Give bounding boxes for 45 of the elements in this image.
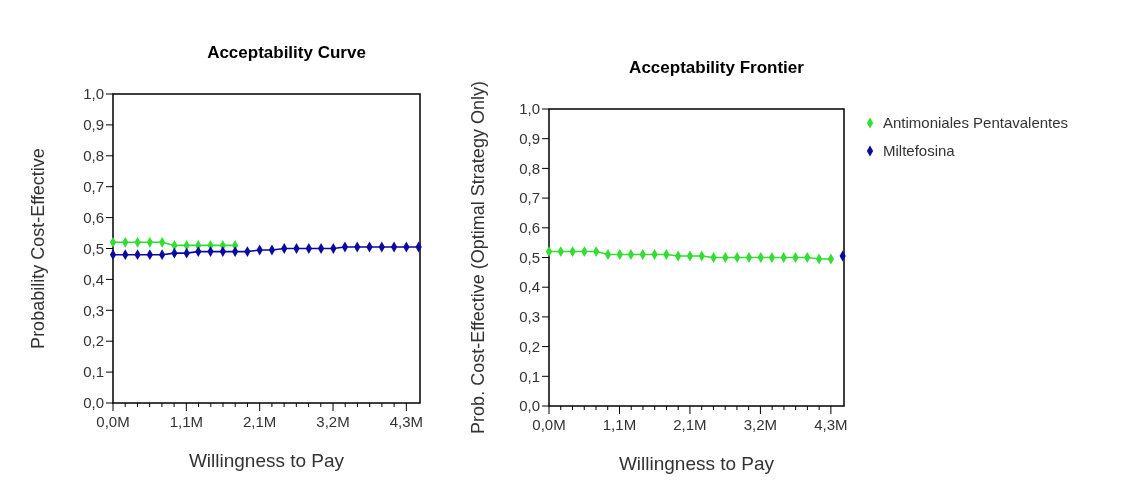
y-tick-label: 0,9 <box>519 129 540 147</box>
chart-title: Acceptability Frontier <box>629 58 805 77</box>
y-tick-label: 0,4 <box>83 270 104 288</box>
y-tick-label: 0,0 <box>519 397 540 415</box>
x-tick-label: 1,1M <box>602 416 637 433</box>
y-axis-title: Prob. Cost-Effective (Optimal Strategy Only) <box>468 81 489 434</box>
y-tick-label: 0,2 <box>519 337 540 355</box>
y-tick-label: 0,1 <box>519 367 540 385</box>
y-axis-title: Probability Cost-Effective <box>28 148 49 349</box>
point <box>545 246 553 257</box>
x-tick-label: 4,3M <box>389 413 424 430</box>
y-tick-label: 0,2 <box>83 332 104 350</box>
x-tick-label: 4,3M <box>814 416 848 433</box>
x-tick-label: 3,2M <box>743 416 778 433</box>
y-tick-label: 0,0 <box>83 394 104 412</box>
y-tick-label: 0,5 <box>519 248 540 266</box>
point <box>768 252 776 263</box>
chart-title: Acceptability Curve <box>207 43 366 62</box>
y-tick-label: 0,4 <box>519 278 540 296</box>
y-tick-label: 0,1 <box>83 363 104 381</box>
y-tick-label: 0,7 <box>83 177 104 195</box>
x-axis-title: Willingness to Pay <box>188 450 345 471</box>
point <box>627 249 635 260</box>
x-tick-label: 3,2M <box>316 413 350 430</box>
legend-label: Antimoniales Pentavalentes <box>883 114 1069 132</box>
y-tick-label: 0,5 <box>83 239 104 257</box>
x-tick-label: 2,1M <box>673 416 707 433</box>
x-axis-title: Willingness to Pay <box>618 453 775 474</box>
legend-label: Miltefosina <box>883 142 956 160</box>
x-tick-label: 0,0M <box>96 413 130 430</box>
y-tick-label: 1,0 <box>519 100 540 118</box>
point <box>745 252 753 263</box>
y-tick-label: 0,7 <box>519 189 540 207</box>
y-tick-label: 0,6 <box>83 208 104 226</box>
y-tick-label: 0,3 <box>519 308 540 326</box>
x-tick-label: 2,1M <box>243 413 277 430</box>
y-tick-label: 0,3 <box>83 301 104 319</box>
y-tick-label: 0,8 <box>519 159 540 177</box>
point <box>604 249 612 260</box>
y-tick-label: 0,9 <box>83 116 104 134</box>
y-tick-label: 0,6 <box>519 219 540 237</box>
x-tick-label: 0,0M <box>532 416 566 433</box>
y-tick-label: 1,0 <box>83 85 104 103</box>
x-tick-label: 1,1M <box>169 413 204 430</box>
y-tick-label: 0,8 <box>83 147 104 165</box>
